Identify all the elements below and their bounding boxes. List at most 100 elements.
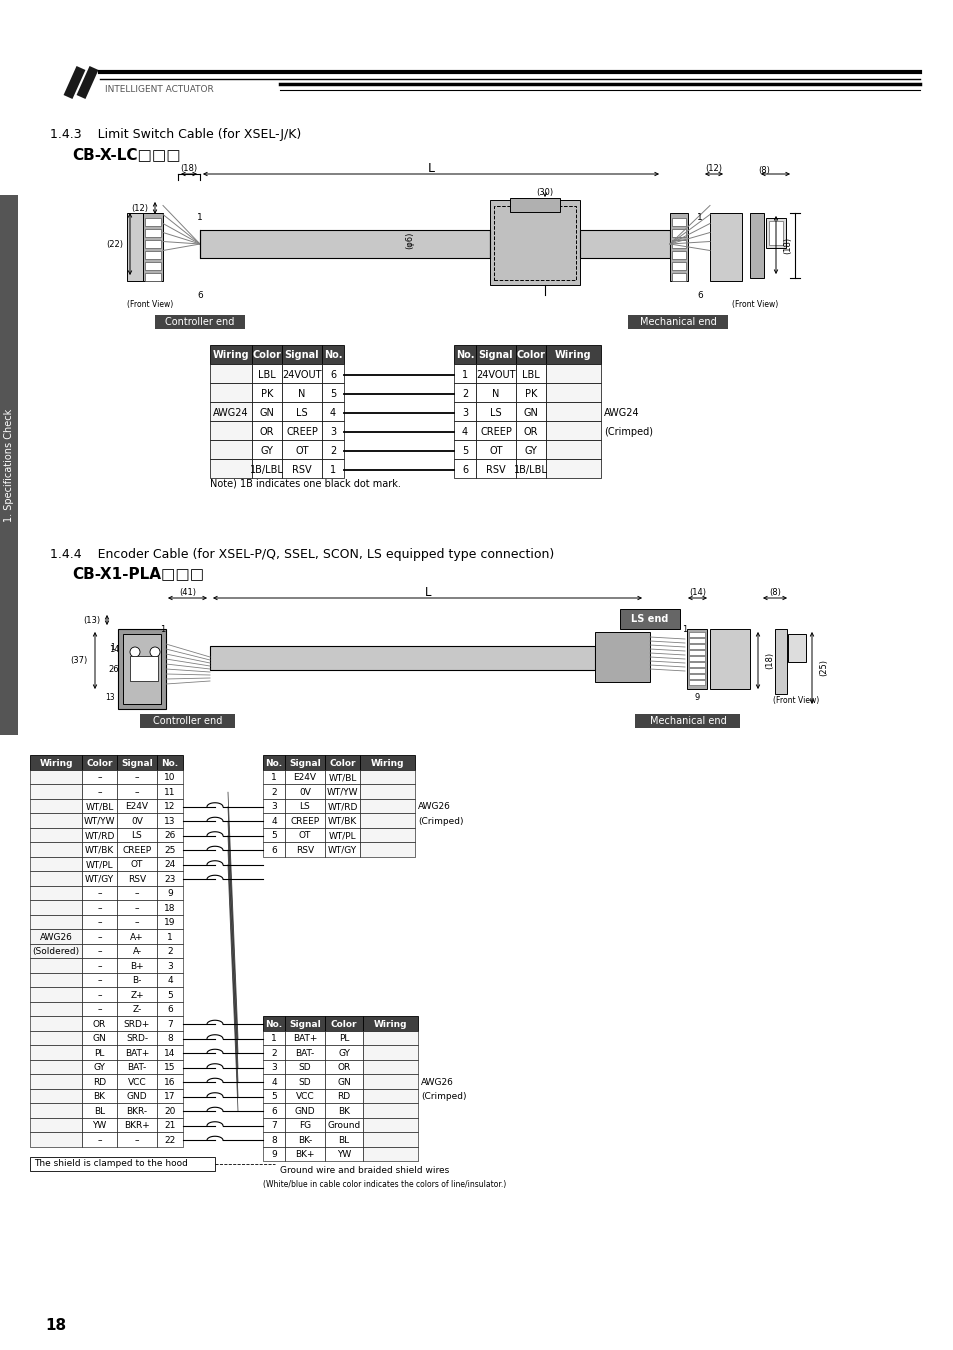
Bar [285, 769, 325, 784]
Bar [157, 769, 183, 784]
Bar [117, 798, 157, 813]
Bar [30, 1088, 82, 1103]
Bar [157, 1017, 183, 1030]
Bar [82, 987, 117, 1002]
Bar [325, 755, 359, 770]
Bar [282, 459, 322, 478]
Text: 13: 13 [105, 693, 115, 702]
Text: BK-: BK- [297, 1135, 312, 1145]
Text: Z-: Z- [132, 1006, 141, 1014]
Text: (22): (22) [106, 239, 123, 248]
Bar [82, 1103, 117, 1118]
Text: 2: 2 [461, 389, 468, 400]
Text: N: N [492, 389, 499, 400]
Bar [82, 1088, 117, 1103]
Text: 4: 4 [167, 976, 172, 986]
Text: Color: Color [253, 351, 281, 360]
Bar [688, 639, 704, 643]
Text: (12): (12) [705, 165, 721, 174]
Bar [285, 1103, 325, 1118]
Text: BKR+: BKR+ [124, 1122, 150, 1130]
Text: BL: BL [338, 1135, 349, 1145]
Text: 6: 6 [197, 290, 203, 300]
Text: Signal: Signal [289, 759, 320, 768]
Text: 11: 11 [164, 788, 175, 796]
Bar [140, 714, 234, 728]
Text: GN: GN [336, 1077, 351, 1087]
Text: Wiring: Wiring [39, 759, 72, 768]
Bar [82, 914, 117, 929]
Bar [263, 1045, 285, 1060]
Bar [117, 1133, 157, 1146]
Bar [157, 914, 183, 929]
Text: 24: 24 [164, 860, 175, 869]
Text: BL: BL [93, 1107, 105, 1115]
Text: OT: OT [489, 446, 502, 456]
Bar [285, 1146, 325, 1161]
Bar [322, 440, 344, 459]
Text: 1: 1 [160, 625, 166, 633]
Text: 1: 1 [330, 464, 335, 475]
Bar [322, 421, 344, 440]
Bar [82, 1017, 117, 1030]
Text: 2: 2 [330, 446, 335, 456]
Bar [285, 828, 325, 842]
Bar [30, 1157, 214, 1170]
Bar [30, 1002, 82, 1017]
Bar [282, 440, 322, 459]
Text: 20: 20 [164, 1107, 175, 1115]
Text: 6: 6 [697, 290, 702, 300]
Bar [82, 1045, 117, 1060]
Text: AWG24: AWG24 [603, 408, 639, 418]
Bar [145, 240, 161, 248]
Text: No.: No. [265, 1019, 282, 1029]
Bar [82, 886, 117, 900]
Bar [325, 1133, 363, 1146]
Bar [157, 886, 183, 900]
Text: CREEP: CREEP [122, 845, 152, 855]
Text: YW: YW [336, 1150, 351, 1160]
Bar [325, 842, 359, 856]
Bar [454, 421, 476, 440]
Text: B-: B- [132, 976, 142, 986]
Bar [117, 1103, 157, 1118]
Text: –: – [97, 961, 102, 971]
Bar [157, 1002, 183, 1017]
Bar [145, 262, 161, 270]
Text: WT/RD: WT/RD [327, 802, 357, 811]
Text: INTELLIGENT ACTUATOR: INTELLIGENT ACTUATOR [105, 85, 213, 93]
Bar [30, 856, 82, 871]
Text: –: – [134, 890, 139, 898]
Text: PL: PL [94, 1049, 105, 1058]
Text: 22: 22 [164, 1135, 175, 1145]
Text: 4: 4 [271, 817, 276, 826]
Text: WT/RD: WT/RD [84, 832, 114, 840]
Bar [82, 828, 117, 842]
Text: No.: No. [456, 351, 474, 360]
Circle shape [150, 647, 160, 657]
Text: Color: Color [86, 759, 112, 768]
Text: –: – [97, 991, 102, 1000]
Bar [30, 813, 82, 828]
Bar [30, 987, 82, 1002]
Bar [82, 1060, 117, 1075]
Bar [82, 813, 117, 828]
Text: BAT-: BAT- [128, 1064, 147, 1072]
Text: 3: 3 [271, 1064, 276, 1072]
Text: Note) 1B indicates one black dot mark.: Note) 1B indicates one black dot mark. [210, 479, 400, 489]
Bar [30, 1103, 82, 1118]
Bar [359, 813, 415, 828]
Text: SRD+: SRD+ [124, 1019, 150, 1029]
Bar [30, 798, 82, 813]
Text: 16: 16 [164, 1077, 175, 1087]
Bar [30, 1118, 82, 1133]
Bar [82, 929, 117, 944]
Text: OT: OT [294, 446, 309, 456]
Text: PK: PK [524, 389, 537, 400]
Text: 9: 9 [271, 1150, 276, 1160]
Bar [252, 346, 282, 365]
Bar [325, 1088, 363, 1103]
Text: Wiring: Wiring [555, 351, 591, 360]
Bar [30, 958, 82, 972]
Text: –: – [134, 774, 139, 782]
